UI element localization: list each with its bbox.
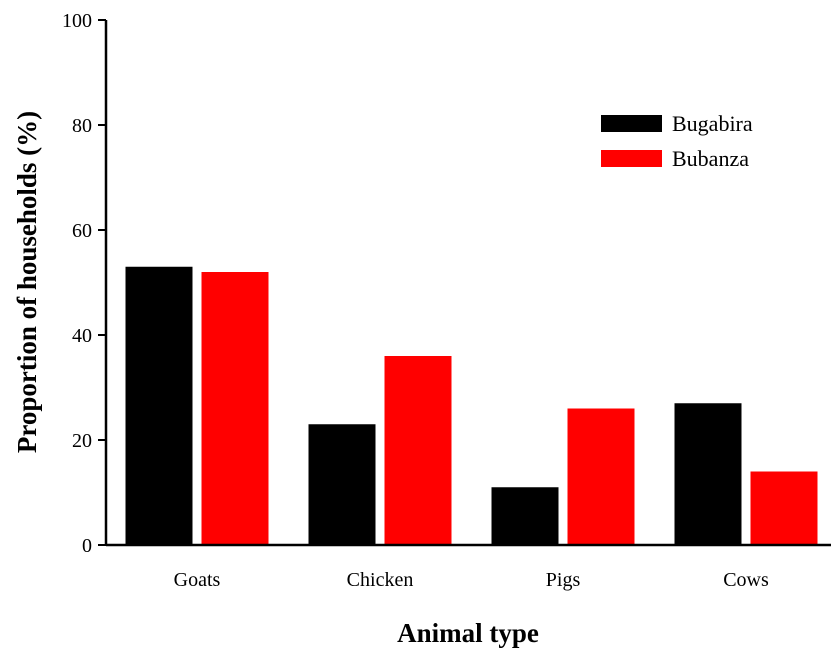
y-tick-label: 100 <box>62 10 92 32</box>
bar-bugabira-chicken <box>308 424 376 545</box>
y-tick-label: 40 <box>72 325 92 347</box>
x-ticks: Goats Chicken Pigs Cows <box>174 569 769 591</box>
y-ticks: 0 20 40 60 80 100 <box>62 10 106 557</box>
legend-swatch-bubanza <box>601 150 662 167</box>
x-tick-label: Cows <box>723 569 769 591</box>
legend-label-bugabira: Bugabira <box>672 111 753 136</box>
y-tick-label: 60 <box>72 220 92 242</box>
y-tick-label: 0 <box>82 535 92 557</box>
y-tick-label: 80 <box>72 115 92 137</box>
bar-bubanza-goats <box>201 272 269 545</box>
bar-bubanza-cows <box>750 471 818 545</box>
bar-bugabira-cows <box>674 403 742 545</box>
bar-bubanza-pigs <box>567 408 635 545</box>
x-axis-title: Animal type <box>397 618 539 648</box>
legend-swatch-bugabira <box>601 115 662 132</box>
axes-layer <box>104 20 831 547</box>
y-tick-label: 20 <box>72 430 92 452</box>
x-tick-label: Pigs <box>546 569 581 591</box>
bars-layer <box>125 266 818 545</box>
bar-bugabira-goats <box>125 266 193 545</box>
y-axis-title: Proportion of households (%) <box>12 111 42 453</box>
x-tick-label: Chicken <box>347 569 414 591</box>
bar-bugabira-pigs <box>491 487 559 545</box>
x-tick-label: Goats <box>174 569 221 591</box>
legend-label-bubanza: Bubanza <box>672 146 749 171</box>
legend: Bugabira Bubanza <box>601 111 753 171</box>
bar-bubanza-chicken <box>384 356 452 545</box>
